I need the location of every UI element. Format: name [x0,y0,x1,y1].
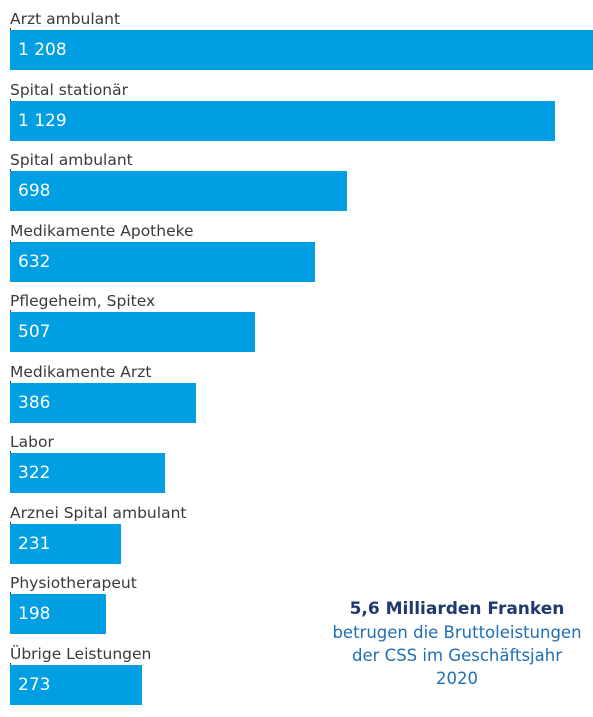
bar-value-label: 273 [18,674,51,695]
bar [10,453,165,493]
bar [10,171,347,211]
category-label: Arzt ambulant [10,10,121,28]
bar [10,241,315,282]
category-label: Medikamente Apotheke [10,221,194,240]
bar-value-label: 507 [18,322,51,342]
bar [10,100,555,141]
bar-value-label: 1 208 [18,40,67,60]
category-label: Labor [10,433,54,451]
category-label: Pflegeheim, Spitex [10,292,156,310]
bar [10,30,593,70]
category-label: Spital stationär [10,80,129,99]
bar-value-label: 231 [18,533,51,554]
bar-value-label: 698 [18,181,51,201]
bar [10,312,255,352]
summary-note-title: 5,6 Milliarden Franken [349,599,565,619]
category-label: Medikamente Arzt [10,362,152,381]
bar [10,664,142,705]
summary-note: 5,6 Milliarden Franken betrugen die Brut… [330,597,584,690]
category-label: Physiotherapeut [10,574,137,592]
bar-value-label: 386 [18,392,51,413]
bar [10,594,106,634]
summary-note-body: betrugen die Brutto­leistungen der CSS i… [332,623,582,688]
category-label: Arznei Spital ambulant [10,503,187,522]
bar [10,382,196,423]
category-label: Übrige Leistungen [10,644,152,663]
category-label: Spital ambulant [10,151,133,169]
bar-value-label: 632 [18,251,51,272]
bar [10,523,121,564]
bar-value-label: 322 [18,463,51,483]
bar-value-label: 198 [18,604,51,624]
bar-value-label: 1 129 [18,110,67,131]
